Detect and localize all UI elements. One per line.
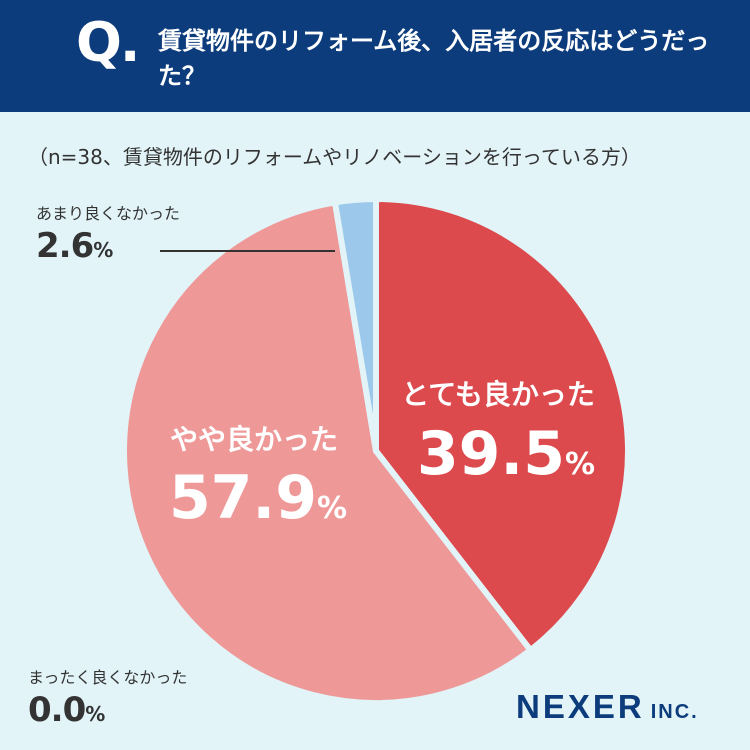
slice-label-very-good-value: 39.5%: [417, 419, 595, 489]
label-very-bad: まったく良くなかった 0.0%: [28, 664, 187, 730]
pie-slice-0: [373, 196, 631, 654]
logo-main: NEXER: [516, 688, 645, 725]
slice-label-very-good-name: とても良かった: [401, 378, 595, 411]
leader-line: [160, 250, 335, 252]
header-banner: Q. 賃貸物件のリフォーム後、入居者の反応はどうだった？: [0, 0, 750, 112]
question-title: 賃貸物件のリフォーム後、入居者の反応はどうだった？: [158, 27, 710, 90]
nexer-logo: NEXER INC.: [516, 688, 699, 726]
sample-note: （n=38、賃貸物件のリフォームやリノベーションを行っている方）: [28, 145, 641, 169]
label-very-bad-number: 0.0: [28, 690, 86, 730]
percent-sign: %: [85, 702, 105, 726]
question-mark-label: Q.: [76, 11, 140, 74]
label-somewhat-bad: あまり良くなかった 2.6%: [36, 200, 180, 266]
pie-slice-1: [121, 199, 534, 706]
percent-sign: %: [93, 238, 113, 262]
slice-label-somewhat-good-name: やや良かった: [170, 423, 338, 456]
slice-label-somewhat-good-value: 57.9%: [169, 463, 347, 533]
label-very-bad-value: 0.0%: [28, 690, 187, 730]
label-somewhat-bad-name: あまり良くなかった: [36, 204, 181, 223]
label-very-bad-name: まったく良くなかった: [28, 668, 188, 687]
label-somewhat-bad-number: 2.6: [36, 226, 94, 266]
pie-slice-2: [332, 196, 379, 454]
label-somewhat-bad-value: 2.6%: [36, 226, 180, 266]
logo-suffix: INC.: [650, 701, 699, 723]
